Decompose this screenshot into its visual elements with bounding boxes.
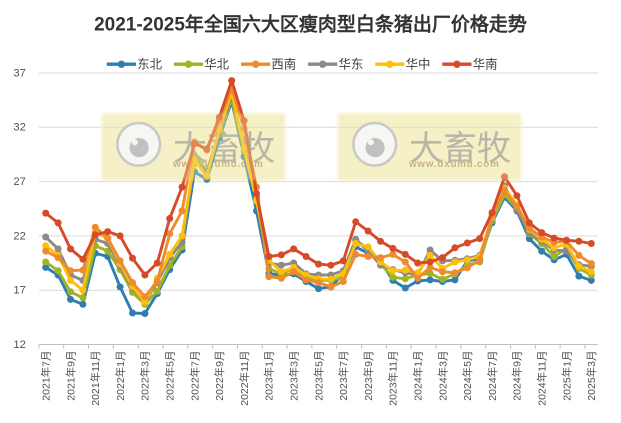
svg-text:2023年1月: 2023年1月 <box>263 351 276 401</box>
svg-text:华北: 华北 <box>204 57 229 72</box>
svg-text:37: 37 <box>13 67 25 79</box>
svg-text:2022年9月: 2022年9月 <box>213 351 226 401</box>
svg-text:华东: 华东 <box>339 57 364 72</box>
svg-text:2022年1月: 2022年1月 <box>114 351 127 401</box>
svg-text:2023年9月: 2023年9月 <box>362 351 375 401</box>
svg-text:2024年5月: 2024年5月 <box>461 351 474 401</box>
svg-text:2021年11月: 2021年11月 <box>89 351 102 406</box>
svg-text:2022年11月: 2022年11月 <box>238 351 251 406</box>
svg-text:12: 12 <box>13 339 25 351</box>
svg-text:2024年1月: 2024年1月 <box>412 351 425 401</box>
svg-text:2021年9月: 2021年9月 <box>64 351 77 401</box>
svg-text:西南: 西南 <box>271 57 296 72</box>
svg-text:2024年9月: 2024年9月 <box>511 351 524 401</box>
svg-text:2024年7月: 2024年7月 <box>486 351 499 401</box>
svg-text:2022年5月: 2022年5月 <box>164 351 177 401</box>
svg-text:2021-2025年全国六大区瘦肉型白条猪出厂价格走势: 2021-2025年全国六大区瘦肉型白条猪出厂价格走势 <box>94 13 527 36</box>
svg-text:2023年11月: 2023年11月 <box>387 351 400 406</box>
svg-text:2022年3月: 2022年3月 <box>139 351 152 401</box>
svg-text:2023年7月: 2023年7月 <box>337 351 350 401</box>
svg-text:32: 32 <box>13 122 25 134</box>
svg-text:华南: 华南 <box>473 57 498 72</box>
svg-text:2023年5月: 2023年5月 <box>312 351 325 401</box>
svg-text:2023年3月: 2023年3月 <box>288 351 301 401</box>
svg-text:2024年11月: 2024年11月 <box>536 351 549 406</box>
svg-text:东北: 东北 <box>137 58 162 72</box>
svg-text:17: 17 <box>13 285 25 297</box>
svg-text:2021年7月: 2021年7月 <box>40 351 53 401</box>
svg-text:2025年3月: 2025年3月 <box>585 351 598 401</box>
svg-text:22: 22 <box>13 230 25 242</box>
svg-text:2024年3月: 2024年3月 <box>436 351 449 401</box>
svg-text:27: 27 <box>13 176 25 188</box>
svg-text:华中: 华中 <box>406 57 431 72</box>
svg-text:2025年1月: 2025年1月 <box>560 351 573 401</box>
svg-text:2022年7月: 2022年7月 <box>188 351 201 401</box>
